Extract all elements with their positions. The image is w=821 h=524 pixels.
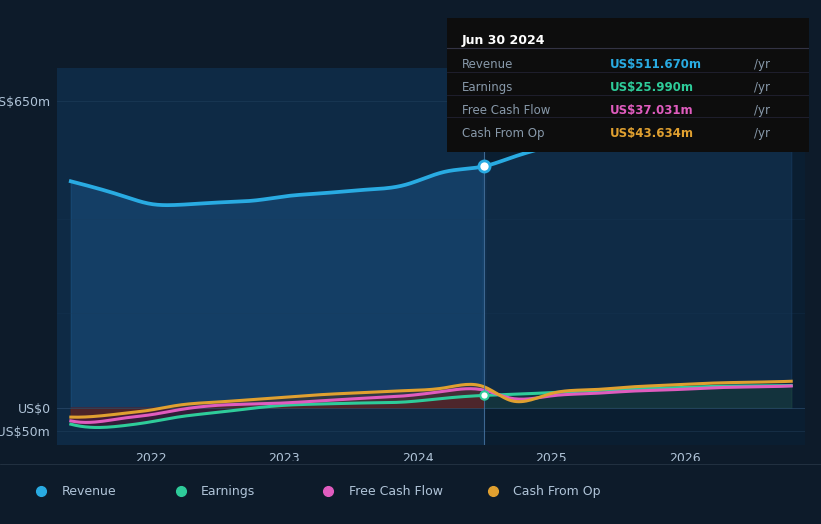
Text: Revenue: Revenue [62, 485, 117, 498]
Text: Analysts Forecasts: Analysts Forecasts [491, 77, 608, 90]
Bar [57, 68, 484, 445]
Text: US$43.634m: US$43.634m [610, 127, 694, 139]
Text: US$25.990m: US$25.990m [610, 81, 694, 94]
Text: US$511.670m: US$511.670m [610, 59, 702, 71]
Text: US$37.031m: US$37.031m [610, 104, 694, 117]
Bar [484, 68, 805, 445]
Text: Earnings: Earnings [462, 81, 513, 94]
Text: Jun 30 2024: Jun 30 2024 [462, 35, 545, 47]
Text: Earnings: Earnings [201, 485, 255, 498]
Text: Cash From Op: Cash From Op [513, 485, 601, 498]
Text: /yr: /yr [754, 104, 770, 117]
Text: Cash From Op: Cash From Op [462, 127, 544, 139]
Text: Free Cash Flow: Free Cash Flow [349, 485, 443, 498]
Text: /yr: /yr [754, 81, 770, 94]
Text: /yr: /yr [754, 59, 770, 71]
Text: Revenue: Revenue [462, 59, 513, 71]
Text: Free Cash Flow: Free Cash Flow [462, 104, 550, 117]
Text: Past: Past [452, 77, 478, 90]
Text: /yr: /yr [754, 127, 770, 139]
